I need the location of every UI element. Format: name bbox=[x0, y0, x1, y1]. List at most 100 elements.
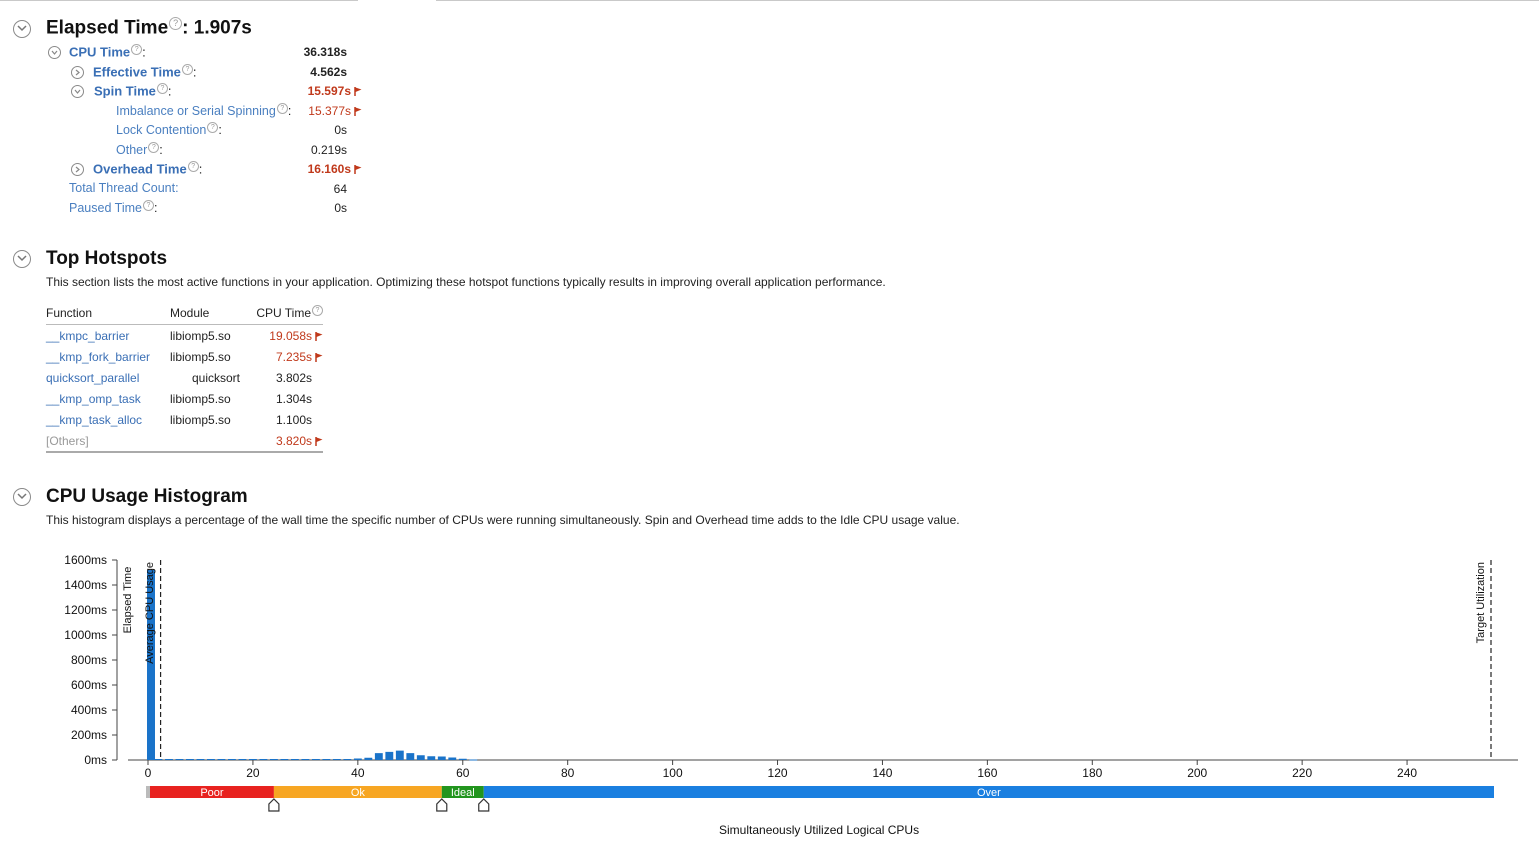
metric-colon: : bbox=[167, 83, 172, 99]
histogram-bar bbox=[395, 750, 404, 760]
y-axis-label: Elapsed Time bbox=[122, 567, 134, 634]
help-icon[interactable]: ? bbox=[312, 305, 323, 316]
table-row[interactable]: quicksort_parallel quicksort 3.802s bbox=[46, 367, 323, 388]
cpu-time-cell: 1.304s bbox=[253, 388, 323, 409]
help-icon[interactable]: ? bbox=[131, 44, 143, 55]
help-icon[interactable]: ? bbox=[276, 103, 288, 114]
top-border-right bbox=[436, 0, 1539, 1]
x-tick-label: 200 bbox=[1187, 766, 1207, 780]
warning-flag-icon[interactable] bbox=[315, 331, 323, 341]
module-cell: libiomp5.so bbox=[170, 328, 231, 343]
help-icon[interactable]: ? bbox=[207, 122, 219, 133]
column-header-function[interactable]: Function bbox=[46, 303, 170, 325]
cpu-time-label: CPU Time bbox=[69, 44, 131, 60]
table-row[interactable]: [Others] 3.820s bbox=[46, 430, 323, 453]
spin-time-label: Spin Time bbox=[94, 83, 156, 99]
effective-time-label: Effective Time bbox=[93, 64, 181, 80]
metric-colon: : bbox=[198, 161, 203, 177]
warning-flag-icon[interactable] bbox=[354, 165, 362, 174]
collapse-cpu-time-button[interactable] bbox=[48, 46, 61, 59]
module-cell bbox=[170, 430, 253, 453]
x-tick-label: 160 bbox=[977, 766, 997, 780]
warning-flag-icon[interactable] bbox=[354, 107, 362, 116]
x-tick-label: 100 bbox=[663, 766, 683, 780]
column-header-module[interactable]: Module bbox=[170, 303, 253, 325]
collapse-hotspots-button[interactable] bbox=[13, 250, 31, 268]
module-cell: libiomp5.so bbox=[170, 412, 231, 427]
collapse-elapsed-button[interactable] bbox=[13, 20, 31, 38]
histogram-bar bbox=[248, 759, 257, 760]
metric-overhead-time[interactable]: Overhead Time?: bbox=[93, 161, 202, 176]
x-tick-label: 0 bbox=[145, 766, 152, 780]
y-tick-label: 600ms bbox=[71, 678, 107, 692]
cpu-time-cell: 7.235s bbox=[253, 346, 323, 367]
help-icon[interactable]: ? bbox=[156, 83, 168, 94]
range-over bbox=[483, 786, 1494, 798]
warning-flag-icon[interactable] bbox=[315, 436, 323, 446]
range-slider-handle[interactable] bbox=[436, 798, 448, 812]
effective-time-value: 4.562s bbox=[310, 65, 347, 79]
range-label: Over bbox=[977, 787, 1001, 799]
cpu-usage-histogram: 0ms 200ms 400ms 600ms 800ms 1000ms 1200ms 1400m… bbox=[64, 553, 1518, 812]
range-slider-handle[interactable] bbox=[478, 798, 490, 812]
metric-cpu-time[interactable]: CPU Time?: bbox=[69, 44, 146, 59]
expand-effective-time-button[interactable] bbox=[71, 66, 84, 79]
cpu-time-cell-value: 3.802s bbox=[275, 370, 312, 385]
help-icon[interactable]: ? bbox=[187, 161, 199, 172]
table-row[interactable]: __kmpc_barrier libiomp5.so 19.058s bbox=[46, 325, 323, 347]
histogram-bar bbox=[154, 759, 163, 760]
chevron-right-icon bbox=[75, 166, 80, 173]
metric-effective-time[interactable]: Effective Time?: bbox=[93, 64, 197, 79]
chevron-right-icon bbox=[75, 69, 80, 76]
help-icon[interactable]: ? bbox=[169, 17, 183, 30]
metric-imbalance[interactable]: Imbalance or Serial Spinning?: bbox=[116, 103, 291, 118]
module-cell: libiomp5.so bbox=[170, 391, 231, 406]
histogram-bar bbox=[353, 758, 362, 760]
range-label: Ok bbox=[351, 787, 366, 799]
histogram-bar bbox=[175, 759, 184, 760]
elapsed-value: 1.907s bbox=[193, 17, 252, 39]
table-row[interactable]: __kmp_omp_task libiomp5.so 1.304s bbox=[46, 388, 323, 409]
marker-label: Target Utilization bbox=[1475, 562, 1487, 643]
help-icon[interactable]: ? bbox=[181, 64, 193, 75]
warning-flag-icon[interactable] bbox=[315, 352, 323, 362]
cpu-time-cell-value: 1.100s bbox=[275, 412, 312, 427]
histogram-bar bbox=[280, 759, 289, 760]
table-row[interactable]: __kmp_fork_barrier libiomp5.so 7.235s bbox=[46, 346, 323, 367]
chevron-down-icon bbox=[51, 50, 58, 55]
histogram-bar bbox=[332, 759, 341, 760]
metric-colon: : bbox=[192, 64, 197, 80]
help-icon[interactable]: ? bbox=[148, 142, 160, 153]
histogram-bar bbox=[416, 755, 425, 760]
help-icon[interactable]: ? bbox=[142, 200, 154, 211]
expand-overhead-time-button[interactable] bbox=[71, 163, 84, 176]
histogram-x-axis-label: Simultaneously Utilized Logical CPUs bbox=[719, 823, 920, 837]
collapse-histogram-button[interactable] bbox=[13, 488, 31, 506]
range-slider-handle[interactable] bbox=[268, 798, 280, 812]
collapse-spin-time-button[interactable] bbox=[71, 85, 84, 98]
metric-colon: : bbox=[142, 44, 146, 60]
function-cell[interactable]: __kmp_task_alloc bbox=[46, 412, 143, 427]
cpu-time-value: 36.318s bbox=[303, 45, 347, 59]
chevron-down-icon bbox=[17, 493, 27, 500]
metric-other[interactable]: Other?: bbox=[116, 142, 163, 157]
histogram-bar bbox=[238, 759, 247, 760]
column-header-cpu-time[interactable]: CPU Time? bbox=[253, 303, 323, 325]
function-cell[interactable]: __kmpc_barrier bbox=[46, 328, 130, 343]
cpu-time-cell: 19.058s bbox=[253, 325, 323, 347]
metric-spin-time[interactable]: Spin Time?: bbox=[94, 83, 172, 98]
x-tick-label: 20 bbox=[246, 766, 260, 780]
function-cell[interactable]: __kmp_fork_barrier bbox=[46, 349, 151, 364]
metric-thread-count: Total Thread Count: bbox=[69, 181, 179, 195]
x-tick-label: 180 bbox=[1082, 766, 1102, 780]
function-cell[interactable]: __kmp_omp_task bbox=[46, 391, 141, 406]
chevron-down-icon bbox=[17, 25, 27, 32]
table-row[interactable]: __kmp_task_alloc libiomp5.so 1.100s bbox=[46, 409, 323, 430]
function-cell[interactable]: quicksort_parallel bbox=[46, 370, 140, 385]
metric-lock-contention[interactable]: Lock Contention?: bbox=[116, 122, 222, 137]
cpu-time-cell: 1.100s bbox=[253, 409, 323, 430]
x-tick-label: 60 bbox=[456, 766, 470, 780]
hotspots-table: Function Module CPU Time? __kmpc_barrier… bbox=[46, 303, 323, 453]
metric-paused-time[interactable]: Paused Time?: bbox=[69, 200, 157, 215]
warning-flag-icon[interactable] bbox=[354, 87, 362, 96]
